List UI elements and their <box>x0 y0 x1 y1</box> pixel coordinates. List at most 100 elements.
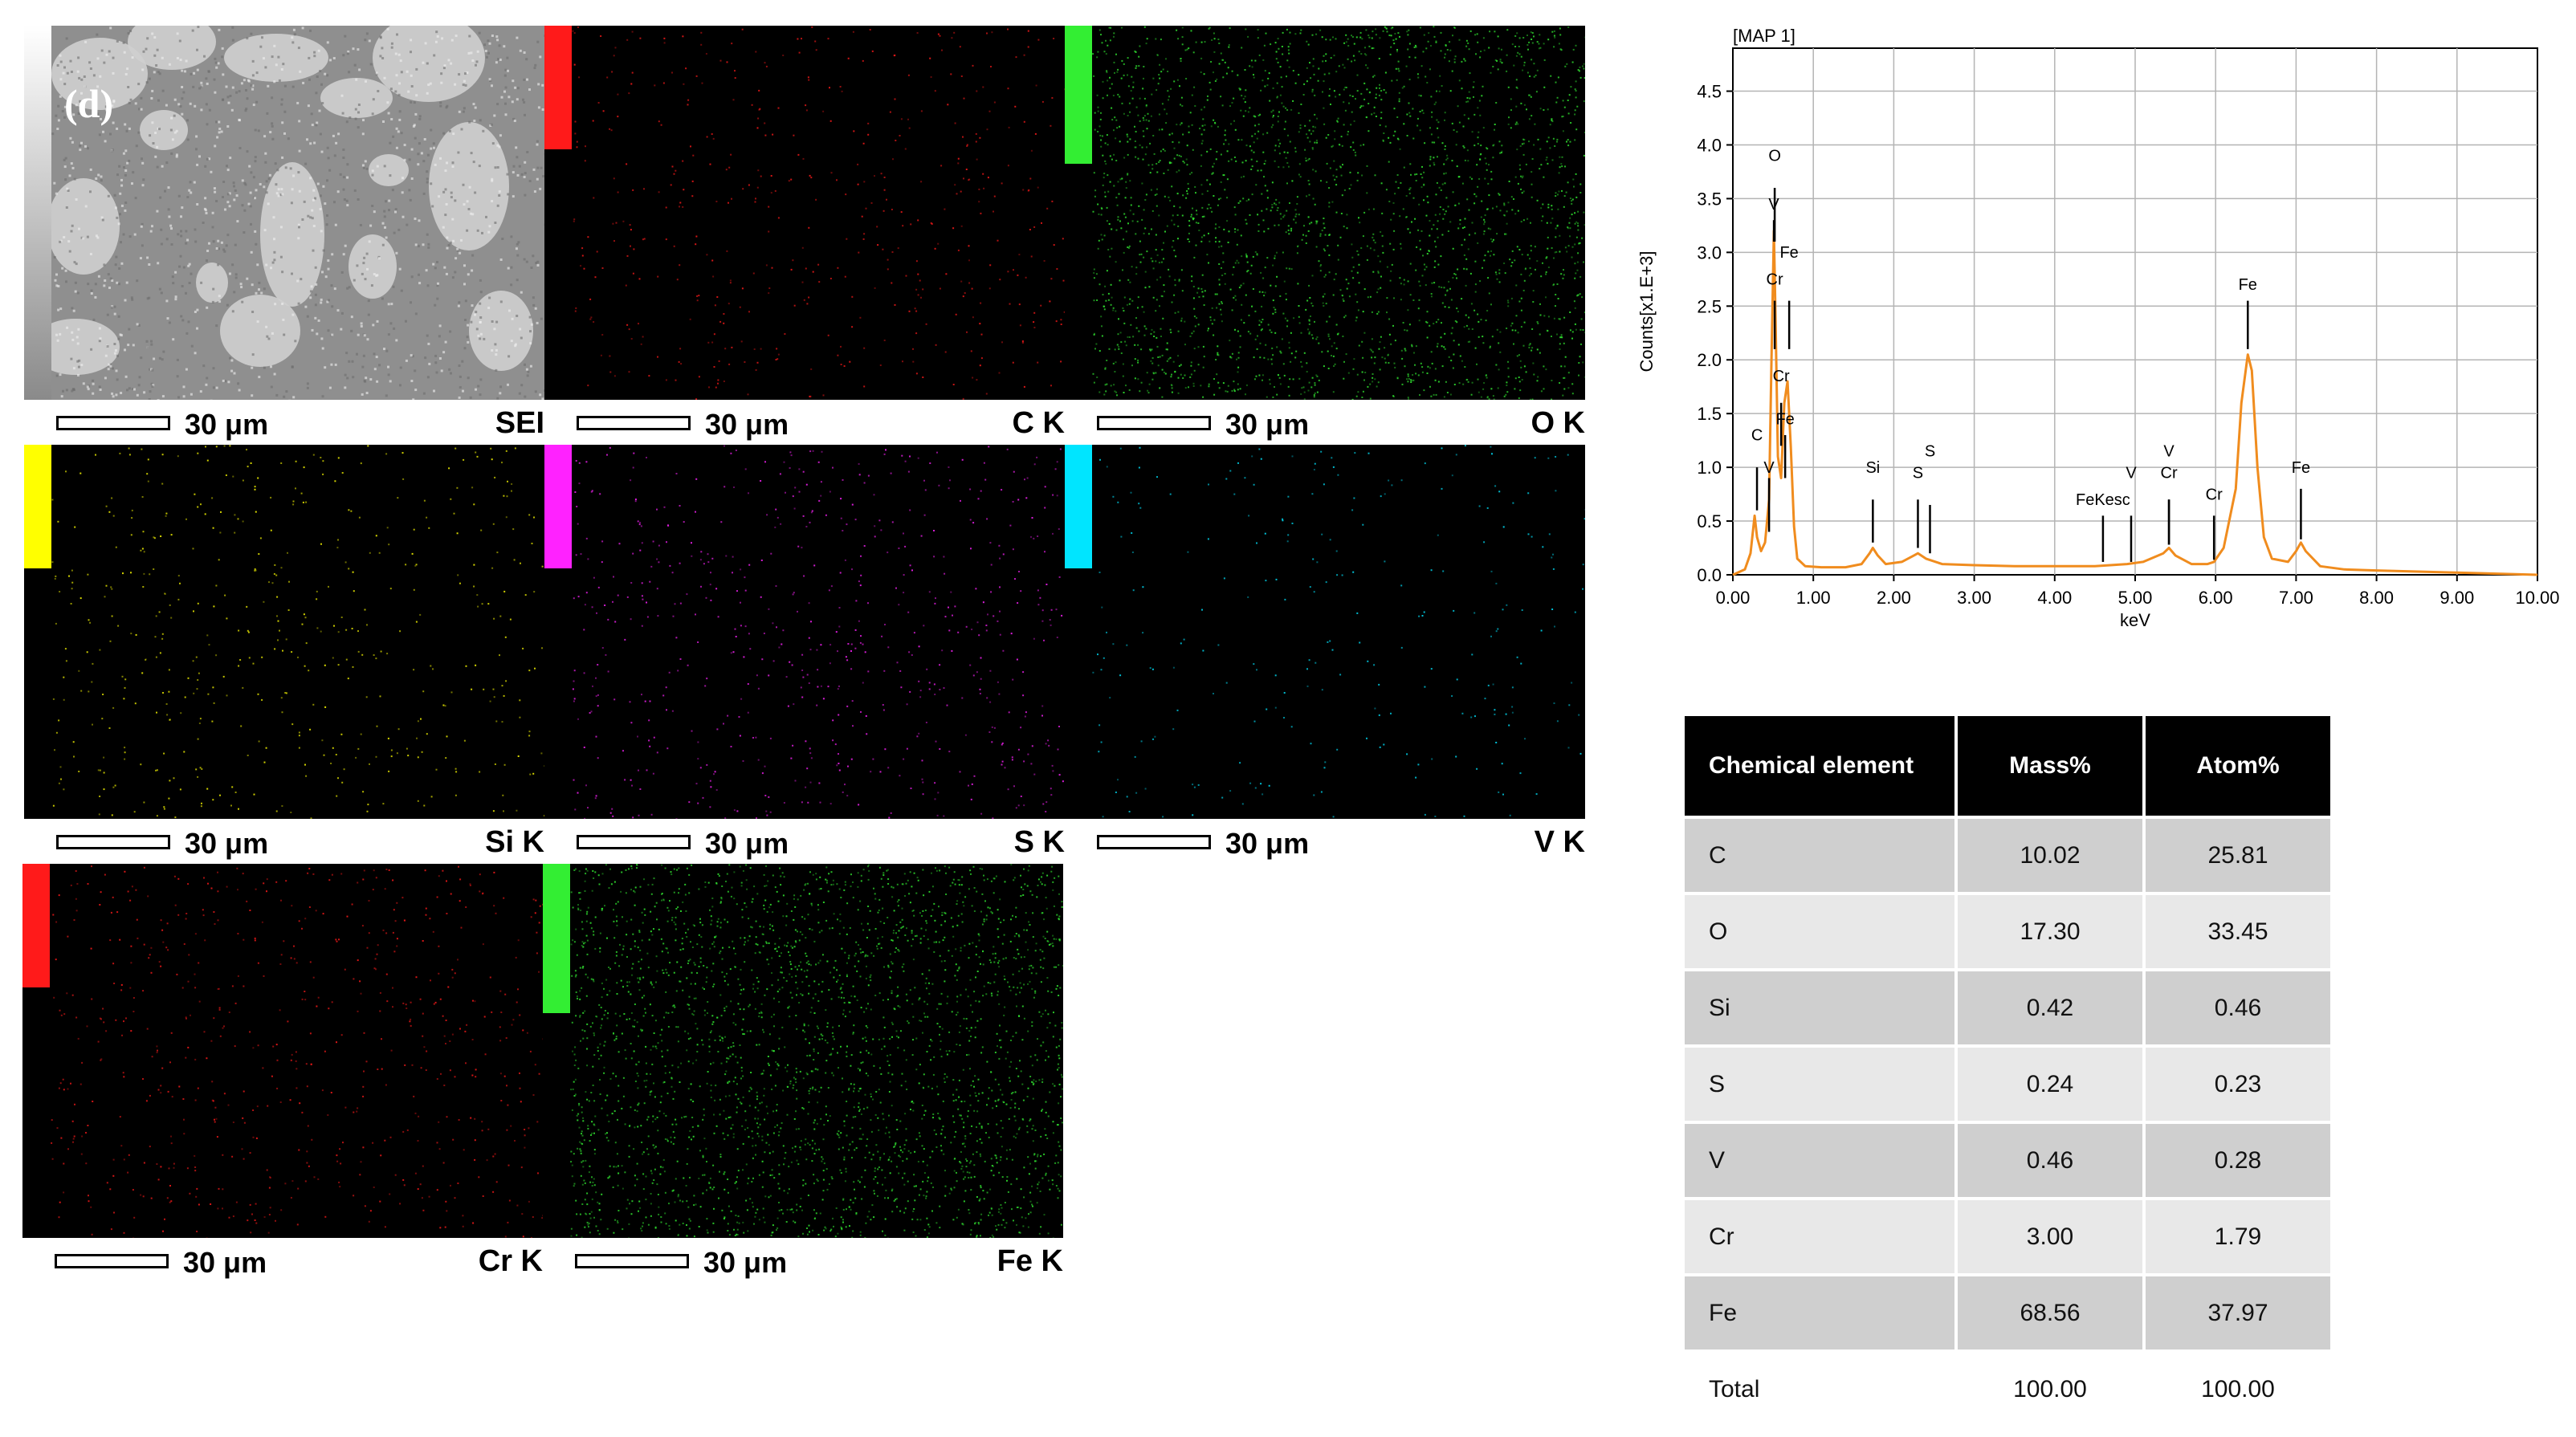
cell-mass: 17.30 <box>1958 895 2142 968</box>
element-map <box>1065 26 1585 400</box>
peak-label: S <box>1925 443 1935 461</box>
map-panel-fe: 30 μm Fe K <box>543 864 1063 1283</box>
scale-bar <box>56 416 170 430</box>
cell-atom: 1.79 <box>2146 1200 2330 1273</box>
scale-bar <box>575 1254 689 1268</box>
color-bar <box>22 864 50 1238</box>
dot-map <box>1092 26 1585 400</box>
map-label: V K <box>1534 825 1585 859</box>
map-label: Cr K <box>478 1244 543 1278</box>
cell-atom: 0.46 <box>2146 971 2330 1044</box>
x-tick-label: 5.00 <box>2118 588 2153 608</box>
map-label: C K <box>1012 406 1065 440</box>
scale-label: 30 μm <box>185 827 269 860</box>
map-label: O K <box>1531 406 1585 440</box>
dot-map <box>572 445 1064 819</box>
color-bar-fill <box>1065 445 1092 568</box>
table-row: Fe 68.56 37.97 <box>1685 1276 2330 1349</box>
composition-table: Chemical element Mass% Atom% C 10.02 25.… <box>1681 713 2333 1429</box>
y-tick-label: 3.5 <box>1697 189 1722 209</box>
element-map <box>22 864 543 1238</box>
x-axis-label: keV <box>2120 610 2150 630</box>
dot-texture <box>572 445 1064 819</box>
sem-speckle <box>51 26 544 400</box>
table-row: S 0.24 0.23 <box>1685 1048 2330 1121</box>
x-tick-label: 7.00 <box>2279 588 2313 608</box>
scale-bar <box>1097 416 1211 430</box>
table-row: Cr 3.00 1.79 <box>1685 1200 2330 1273</box>
y-tick-label: 3.0 <box>1697 242 1722 263</box>
element-map <box>1065 445 1585 819</box>
color-bar-fill <box>24 445 51 568</box>
color-bar-fill <box>544 26 572 149</box>
color-bar <box>24 445 51 819</box>
x-tick-label: 4.00 <box>2037 588 2072 608</box>
panel-letter: (d) <box>64 81 114 126</box>
grid-lines <box>1733 48 2537 575</box>
x-tick-label: 2.00 <box>1877 588 1911 608</box>
table-row: O 17.30 33.45 <box>1685 895 2330 968</box>
cell-element: O <box>1685 895 1954 968</box>
peak-label: Si <box>1865 459 1880 477</box>
dot-texture <box>51 445 544 819</box>
x-tick-label: 9.00 <box>2439 588 2474 608</box>
x-tick-label: 1.00 <box>1796 588 1831 608</box>
header-element: Chemical element <box>1685 716 1954 816</box>
sem-image: (d) <box>24 26 544 400</box>
map-label: SEI <box>495 406 544 440</box>
dot-map <box>572 26 1065 400</box>
color-bar <box>544 445 572 819</box>
sem-bright-grains <box>51 26 533 375</box>
y-tick-label: 0.5 <box>1697 511 1722 531</box>
color-bar <box>1065 445 1092 819</box>
map-label: Fe K <box>997 1244 1063 1278</box>
y-tick-label: 1.0 <box>1697 458 1722 478</box>
y-tick-label: 4.0 <box>1697 135 1722 155</box>
peak-label: V <box>1763 459 1775 477</box>
cell-element: S <box>1685 1048 1954 1121</box>
table-header-row: Chemical element Mass% Atom% <box>1685 716 2330 816</box>
cell-atom: 33.45 <box>2146 895 2330 968</box>
map-panel-si: 30 μm Si K <box>24 445 544 864</box>
peak-label: Fe <box>1779 244 1798 262</box>
dot-texture <box>1092 26 1585 400</box>
cell-element: Fe <box>1685 1276 1954 1349</box>
dot-texture <box>572 26 1065 400</box>
cell-element: Cr <box>1685 1200 1954 1273</box>
peak-label: V <box>2163 443 2175 461</box>
peak-label: Fe <box>1775 411 1794 429</box>
dot-texture <box>51 865 543 1238</box>
x-tick-label: 3.00 <box>1957 588 1991 608</box>
scale-label: 30 μm <box>705 827 789 860</box>
peak-label: Fe <box>2239 276 2257 294</box>
peak-label: S <box>1913 465 1923 482</box>
color-bar-fill <box>543 864 570 1014</box>
cell-mass: 0.42 <box>1958 971 2142 1044</box>
cell-mass: 3.00 <box>1958 1200 2142 1273</box>
peak-label: Cr <box>1767 271 1783 289</box>
dot-map <box>51 445 544 819</box>
y-tick-label: 4.5 <box>1697 82 1722 102</box>
header-atom: Atom% <box>2146 716 2330 816</box>
element-map <box>544 26 1065 400</box>
peak-label: Fe <box>2292 459 2310 477</box>
peak-label: C <box>1751 427 1763 445</box>
cell-element: C <box>1685 819 1954 892</box>
dot-map <box>1092 445 1585 818</box>
cell-atom: 37.97 <box>2146 1276 2330 1349</box>
cell-mass: 68.56 <box>1958 1276 2142 1349</box>
scale-bar <box>55 1254 169 1268</box>
scale-bar <box>577 416 691 430</box>
scale-bar <box>56 835 170 849</box>
scale-label: 30 μm <box>185 408 269 441</box>
scale-label: 30 μm <box>705 408 789 441</box>
cell-mass: 0.24 <box>1958 1048 2142 1121</box>
peak-label: V <box>1768 196 1779 214</box>
chart-title: [MAP 1] <box>1733 26 1795 46</box>
y-tick-label: 2.5 <box>1697 296 1722 316</box>
scale-label: 30 μm <box>1225 408 1310 441</box>
x-tick-label: 0.00 <box>1716 588 1751 608</box>
table-row: Si 0.42 0.46 <box>1685 971 2330 1044</box>
peak-label: Cr <box>2161 465 2178 482</box>
table-row-total: Total 100.00 100.00 <box>1685 1353 2330 1426</box>
